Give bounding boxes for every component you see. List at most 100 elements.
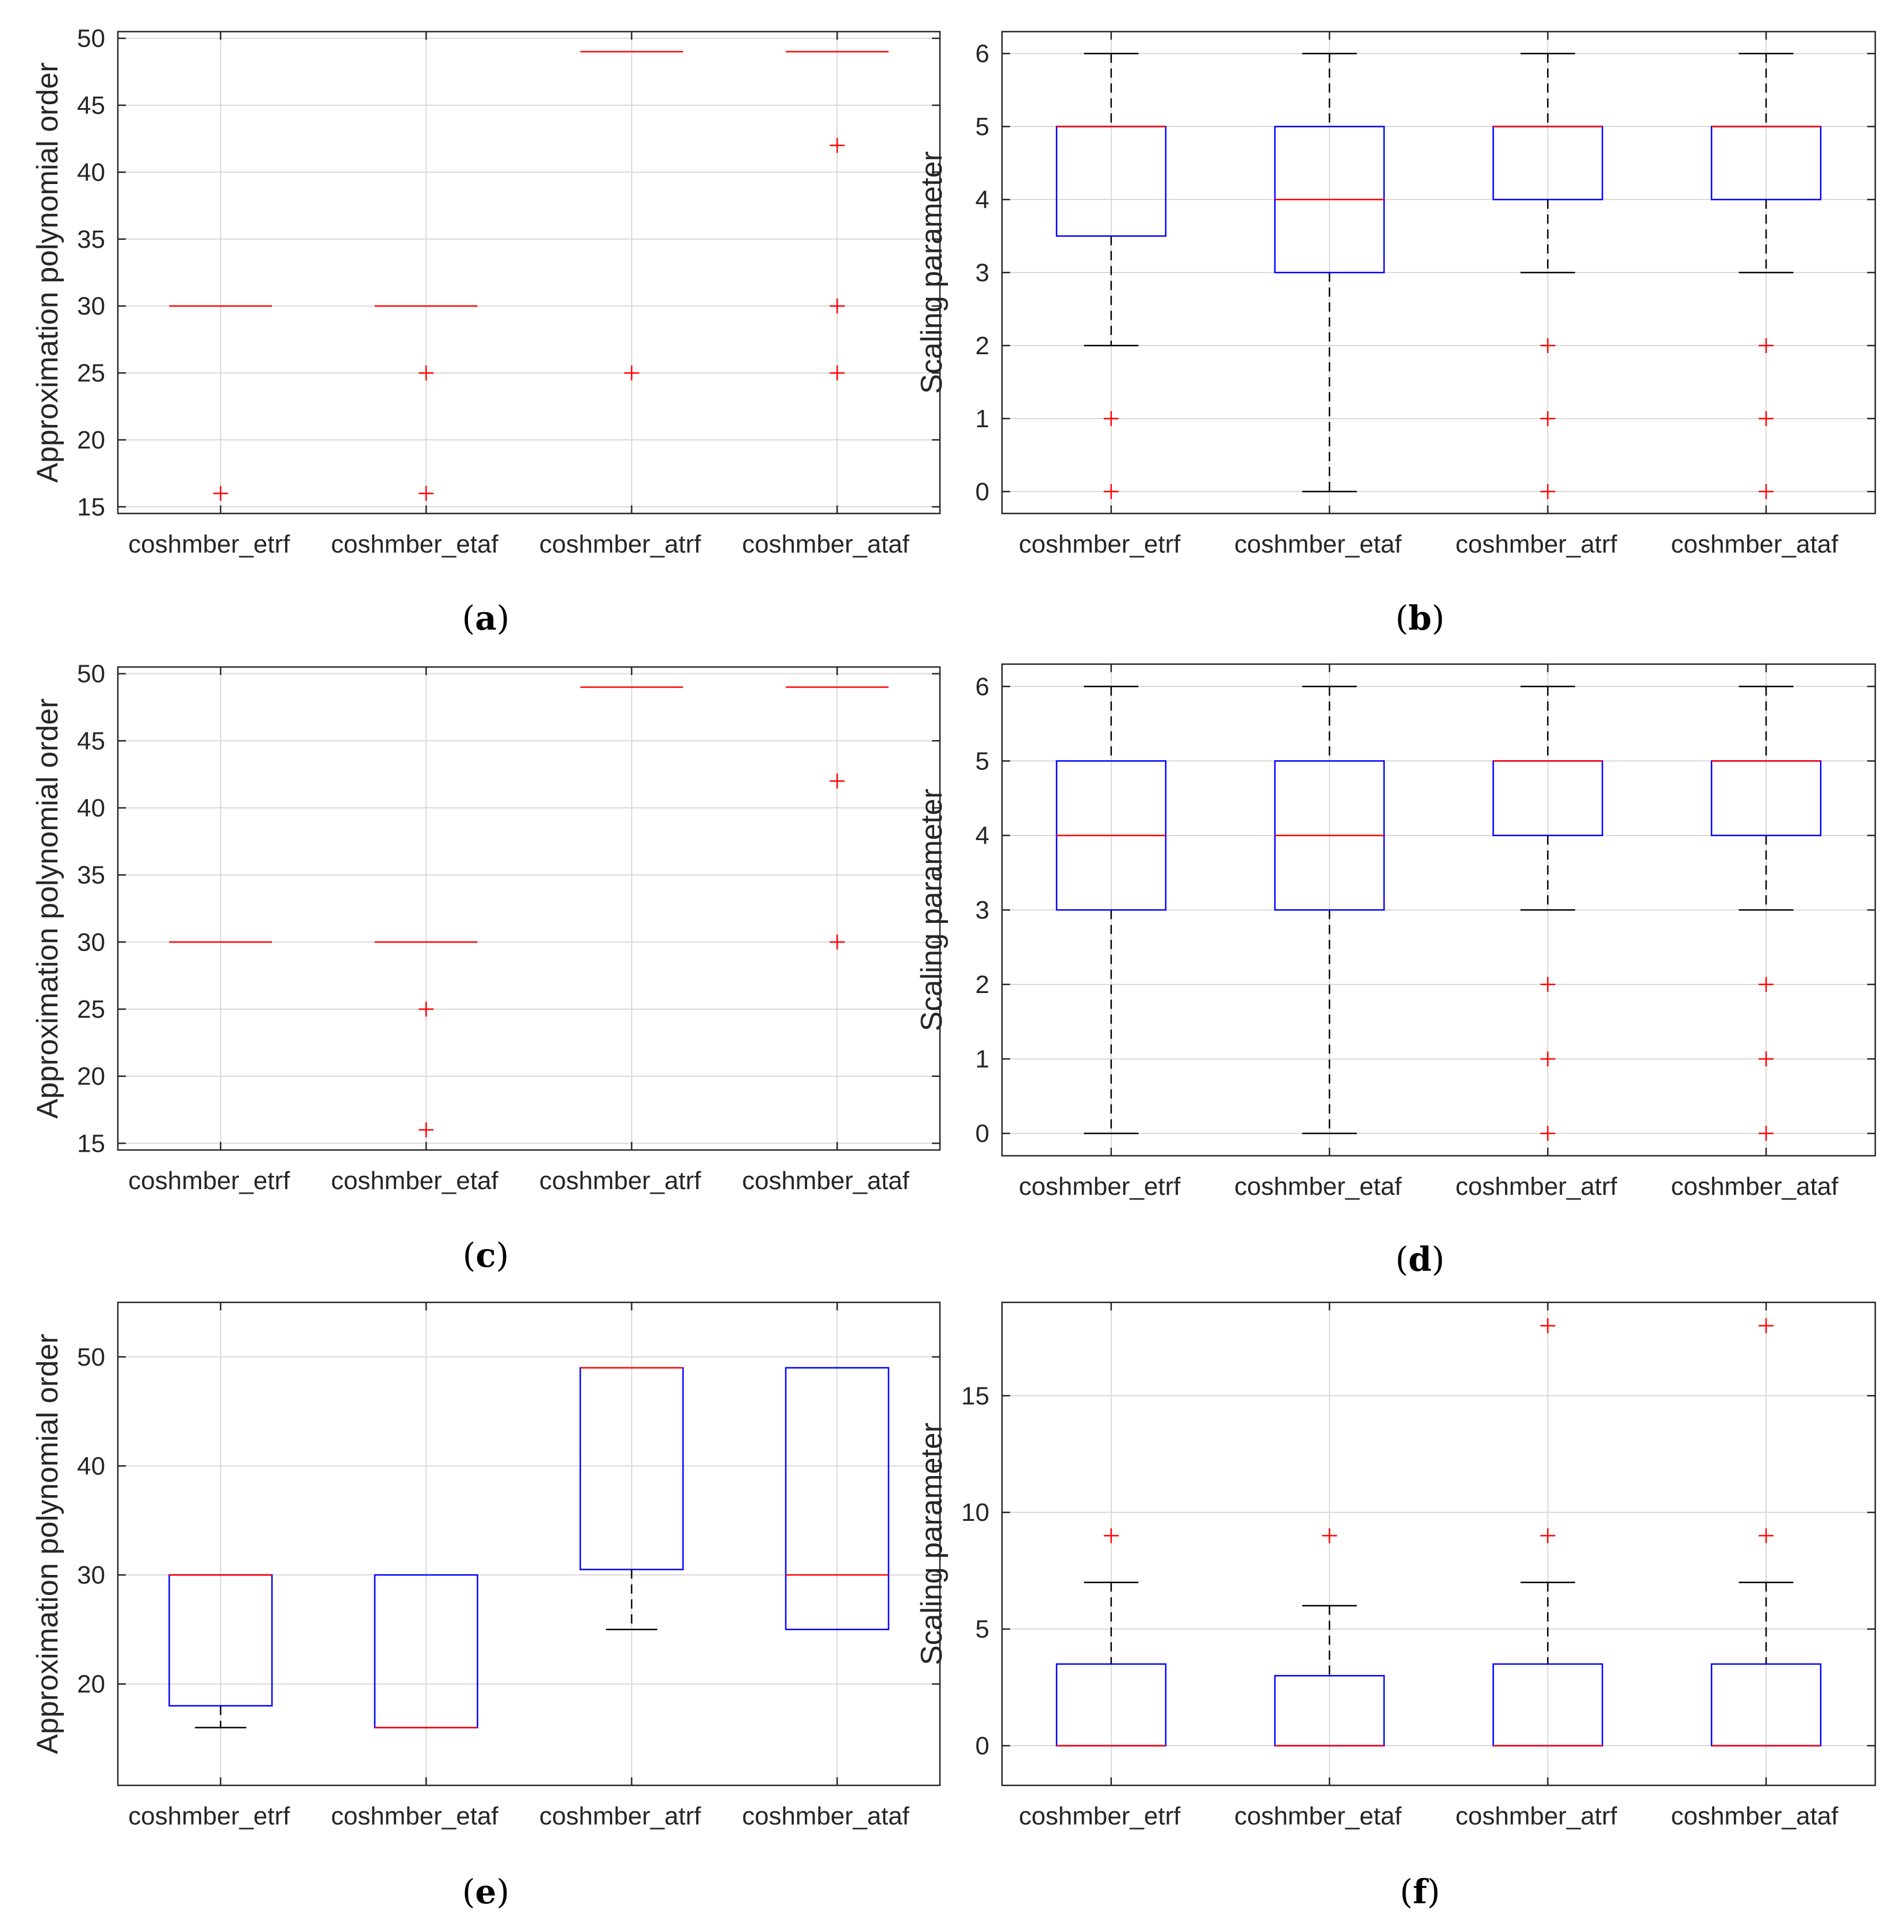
outlier-marker [1759, 484, 1774, 499]
outlier-marker [419, 486, 434, 501]
y-tick-label: 1 [976, 405, 989, 433]
y-axis-title: Approximation polynomial order [31, 1333, 64, 1754]
x-tick-label: coshmber_atrf [1456, 1172, 1618, 1201]
outlier-marker [1540, 1051, 1556, 1067]
outlier-marker [830, 934, 845, 950]
box-coshmber_etrf [1055, 52, 1167, 499]
x-tick-label: coshmber_etrf [128, 530, 290, 558]
plot-area [118, 32, 940, 513]
box-coshmber_ataf [785, 51, 889, 381]
y-axis-title: Scaling parameter [915, 789, 949, 1032]
outlier-marker [1540, 1126, 1556, 1141]
outlier-marker [419, 365, 434, 381]
outlier-marker [830, 137, 845, 153]
outlier-marker [830, 298, 845, 314]
box-coshmber_etrf [1055, 685, 1167, 1134]
panel-b: 0 1 2 3 4 5 6 coshmber_etrf coshmber_etaf coshmbe… [915, 30, 1876, 638]
y-tick-label: 20 [77, 426, 105, 454]
outlier-marker [1540, 411, 1556, 426]
y-tick-label: 40 [77, 158, 105, 186]
box-coshmber_etaf [374, 1574, 478, 1728]
y-tick-label: 15 [961, 1382, 989, 1410]
y-tick-label: 3 [976, 896, 989, 925]
y-tick-label: 10 [961, 1498, 989, 1527]
panel-f: 0 5 10 15 coshmber_etrf coshmber_etaf coshmber… [915, 1301, 1876, 1911]
y-tick-label: 50 [77, 660, 105, 688]
y-tick-label: 5 [976, 1615, 989, 1643]
x-tick-label: coshmber_ataf [1671, 530, 1839, 558]
plot-area [118, 1302, 940, 1785]
y-axis-title: Approximation polynomial order [31, 698, 64, 1118]
y-tick-label: 40 [77, 1452, 105, 1480]
x-tick-label: coshmber_ataf [742, 530, 910, 558]
outlier-marker [1759, 411, 1774, 426]
x-tick-label: coshmber_ataf [742, 1167, 910, 1195]
panel-caption: (f) [1400, 1872, 1440, 1911]
y-tick-label: 50 [77, 1343, 105, 1371]
outlier-marker [1540, 338, 1556, 353]
box-coshmber_atrf [1492, 685, 1603, 1141]
panel-caption: (e) [462, 1872, 509, 1911]
y-tick-label: 35 [77, 225, 105, 254]
x-tick-label: coshmber_etaf [1234, 1802, 1402, 1830]
y-axis-title: Approximation polynomial order [31, 62, 64, 482]
y-tick-label: 40 [77, 794, 105, 822]
outlier-marker [1759, 338, 1774, 353]
box-coshmber_etrf [168, 1574, 273, 1728]
box-coshmber_etaf [374, 305, 478, 501]
panel-c: 15 20 25 30 35 40 45 50 coshmber_etrf coshmber_et… [31, 660, 941, 1275]
box-coshmber_ataf [1710, 1318, 1822, 1747]
box-coshmber_etrf [169, 305, 272, 501]
x-tick-label: coshmber_ataf [1671, 1172, 1839, 1201]
y-tick-label: 45 [77, 91, 105, 120]
x-tick-label: coshmber_etrf [128, 1167, 290, 1195]
outlier-marker [419, 1002, 434, 1017]
y-tick-label: 3 [976, 259, 989, 287]
outlier-marker [419, 1122, 434, 1137]
x-tick-label: coshmber_atrf [1456, 1802, 1618, 1830]
y-tick-label: 25 [77, 359, 105, 388]
x-tick-label: coshmber_etrf [128, 1802, 290, 1830]
y-tick-label: 0 [976, 478, 989, 506]
x-tick-label: coshmber_etaf [1234, 530, 1402, 558]
panel-a: 15 20 25 30 35 40 45 50 coshmber_etrf coshmber_et… [31, 25, 941, 638]
y-tick-label: 30 [77, 928, 105, 956]
box-coshmber_etaf [1274, 1528, 1385, 1747]
x-tick-label: coshmber_etrf [1019, 1172, 1181, 1201]
plot-area [1002, 1302, 1875, 1785]
outlier-marker [1103, 1528, 1119, 1543]
outlier-marker [624, 365, 639, 381]
x-tick-label: coshmber_atrf [539, 530, 701, 558]
x-tick-label: coshmber_atrf [539, 1167, 701, 1195]
y-tick-label: 6 [976, 40, 989, 68]
y-tick-label: 0 [976, 1120, 989, 1148]
box-coshmber_etaf [1274, 52, 1385, 493]
x-tick-label: coshmber_ataf [1671, 1802, 1839, 1830]
box-coshmber_ataf [785, 686, 889, 950]
y-tick-label: 0 [976, 1732, 989, 1760]
x-tick-label: coshmber_etaf [331, 1802, 499, 1830]
y-tick-label: 15 [77, 1129, 105, 1157]
outlier-marker [1759, 1318, 1774, 1333]
y-tick-label: 30 [77, 1561, 105, 1589]
y-tick-label: 15 [77, 493, 105, 521]
y-tick-label: 2 [976, 332, 989, 360]
y-tick-label: 6 [976, 673, 989, 701]
panel-caption: (c) [463, 1236, 509, 1275]
y-tick-label: 30 [77, 292, 105, 320]
axes-frame [117, 666, 941, 1151]
plot-area [118, 667, 940, 1150]
box-coshmber_etrf [1055, 1528, 1167, 1747]
box-coshmber_etaf [374, 941, 478, 1137]
outlier-marker [830, 365, 845, 381]
box-coshmber_atrf [1492, 1318, 1603, 1747]
outlier-marker [1759, 1528, 1774, 1543]
x-tick-label: coshmber_atrf [539, 1802, 701, 1830]
outlier-marker [1103, 411, 1119, 426]
panel-caption: (a) [462, 599, 510, 638]
panel-caption: (b) [1395, 599, 1445, 638]
y-tick-label: 50 [77, 25, 105, 53]
y-tick-label: 20 [77, 1670, 105, 1699]
y-tick-label: 1 [976, 1045, 989, 1074]
outlier-marker [1322, 1528, 1337, 1543]
